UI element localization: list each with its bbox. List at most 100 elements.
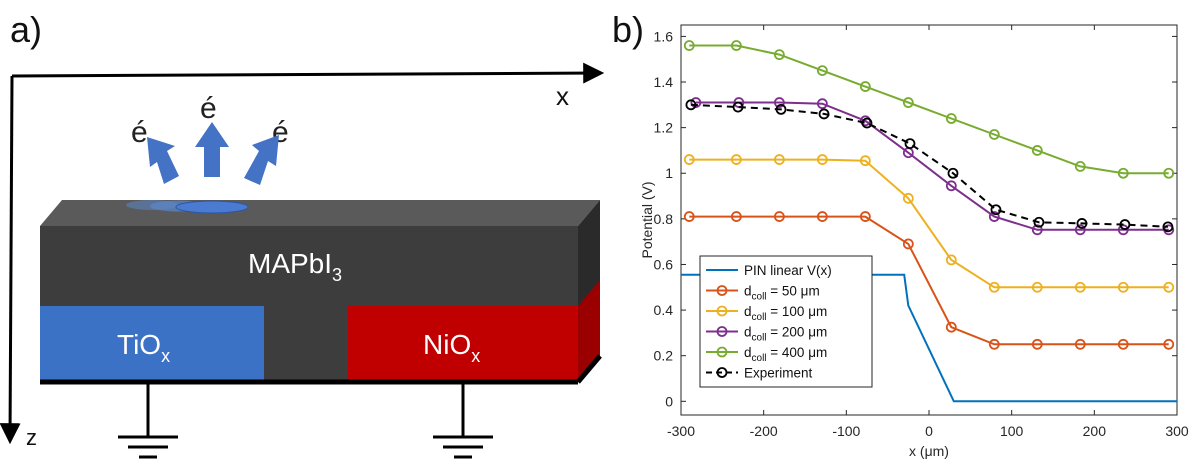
data-point xyxy=(1163,338,1175,350)
perovskite-top-face xyxy=(40,200,600,226)
tiox-contact xyxy=(40,306,264,380)
y-tick-label: 0.8 xyxy=(654,211,674,227)
data-point xyxy=(1031,145,1043,156)
ground-right-icon xyxy=(433,382,493,459)
legend-entry: dcoll = 400 μm xyxy=(744,345,827,364)
data-point xyxy=(947,167,959,179)
data-point xyxy=(1076,218,1088,229)
data-point xyxy=(859,155,871,167)
tiox-label: TiOx xyxy=(117,329,170,366)
data-point xyxy=(988,211,1000,222)
legend-marker xyxy=(716,346,728,358)
data-point xyxy=(1074,338,1086,350)
legend-marker xyxy=(716,326,728,337)
electron-symbol: é xyxy=(200,92,217,125)
niox-side-face xyxy=(578,280,600,382)
panel-b-label: b) xyxy=(612,9,644,50)
emission-arrow-right xyxy=(244,135,279,185)
z-axis-label: z xyxy=(26,425,37,450)
data-point xyxy=(816,211,828,222)
legend-marker xyxy=(716,305,728,317)
data-point xyxy=(859,81,871,92)
z-axis-arrow xyxy=(0,75,21,445)
data-point xyxy=(1074,161,1086,172)
data-point xyxy=(816,65,828,77)
legend-box xyxy=(699,255,873,388)
legend-entry: dcoll = 200 μm xyxy=(744,325,827,344)
data-point xyxy=(683,154,695,165)
data-point xyxy=(902,238,914,250)
data-point xyxy=(1117,281,1129,293)
series-line-4 xyxy=(689,44,1169,175)
data-point xyxy=(683,40,695,51)
legend-entry: dcoll = 50 μm xyxy=(744,284,820,303)
data-point xyxy=(1074,224,1086,236)
niox-label: NiOx xyxy=(423,329,480,366)
data-point xyxy=(773,211,785,222)
data-point xyxy=(988,281,1000,293)
data-point xyxy=(1033,216,1045,228)
x-tick-label: -100 xyxy=(832,423,860,439)
panel-a-label: a) xyxy=(10,9,42,50)
data-point xyxy=(732,101,744,113)
data-point xyxy=(904,138,916,149)
data-point xyxy=(685,99,697,111)
x-axis-label: x xyxy=(556,81,569,111)
legend-entry: dcoll = 100 μm xyxy=(744,304,827,323)
ground-left-icon xyxy=(118,382,178,459)
data-point xyxy=(988,338,1000,350)
data-point xyxy=(816,154,828,165)
data-point xyxy=(775,103,787,115)
data-point xyxy=(861,117,873,129)
data-point xyxy=(1117,167,1129,179)
x-tick-label: -200 xyxy=(750,423,778,439)
data-point xyxy=(816,98,828,110)
niox-contact xyxy=(348,306,578,380)
x-tick-label: 200 xyxy=(1083,423,1107,439)
data-point xyxy=(945,180,957,192)
data-point xyxy=(902,192,914,204)
y-axis-title: Potential (V) xyxy=(639,181,655,258)
legend-entry: PIN linear V(x) xyxy=(744,263,832,278)
data-point xyxy=(945,254,957,266)
legend-marker xyxy=(716,367,728,378)
data-point xyxy=(1074,281,1086,293)
data-point xyxy=(859,211,871,222)
data-point xyxy=(730,211,742,222)
beam-spot-icon xyxy=(175,200,249,214)
x-tick-label: 100 xyxy=(1000,423,1024,439)
emission-arrow-left xyxy=(147,137,179,184)
y-tick-label: 1.4 xyxy=(654,74,674,90)
data-point xyxy=(1031,281,1043,293)
data-point xyxy=(773,97,785,108)
emission-arrow-center xyxy=(195,122,229,177)
series-line-3 xyxy=(695,101,1169,231)
data-point xyxy=(1163,281,1175,293)
series-line-2 xyxy=(689,158,1169,289)
x-tick-label: -300 xyxy=(667,423,695,439)
legend-entry: Experiment xyxy=(744,366,813,381)
perovskite-side-face xyxy=(578,200,600,312)
plot-series xyxy=(681,40,1177,403)
data-point xyxy=(945,321,957,333)
data-point xyxy=(773,154,785,165)
data-point xyxy=(1031,224,1043,236)
x-tick-label: 300 xyxy=(1165,423,1189,439)
data-point xyxy=(818,108,830,120)
data-point xyxy=(683,211,695,222)
data-point xyxy=(730,40,742,51)
x-tick-label: 0 xyxy=(925,423,933,439)
x-axis-title: x (μm) xyxy=(909,443,949,459)
data-point xyxy=(945,113,957,124)
data-point xyxy=(990,204,1002,216)
data-point xyxy=(1119,219,1131,230)
data-point xyxy=(1162,221,1174,233)
y-tick-label: 0 xyxy=(665,393,673,409)
y-axis: 0 0.2 0.4 0.6 0.8 1 1.2 1.4 1.6 xyxy=(654,28,1177,409)
data-point xyxy=(1031,338,1043,350)
x-axis: -300 -200 -100 0 100 200 300 xyxy=(667,25,1189,439)
x-axis-arrow xyxy=(11,62,605,84)
y-tick-label: 1 xyxy=(665,165,673,181)
data-point xyxy=(730,154,742,165)
